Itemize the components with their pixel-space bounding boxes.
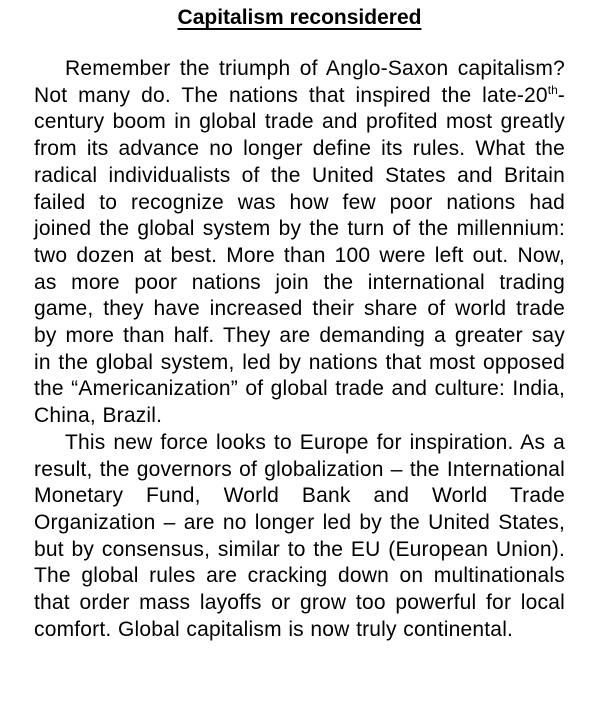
paragraph-1-text-after-superscript: -century boom in global trade and profit…	[34, 83, 565, 428]
paragraph-1: Remember the triumph of Anglo-Saxon capi…	[34, 56, 565, 430]
paragraph-2: This new force looks to Europe for inspi…	[34, 430, 565, 641]
paragraph-1-text-before-superscript: Remember the triumph of Anglo-Saxon capi…	[34, 57, 565, 107]
document-title: Capitalism reconsidered	[177, 6, 422, 29]
ordinal-superscript: th	[547, 82, 558, 97]
